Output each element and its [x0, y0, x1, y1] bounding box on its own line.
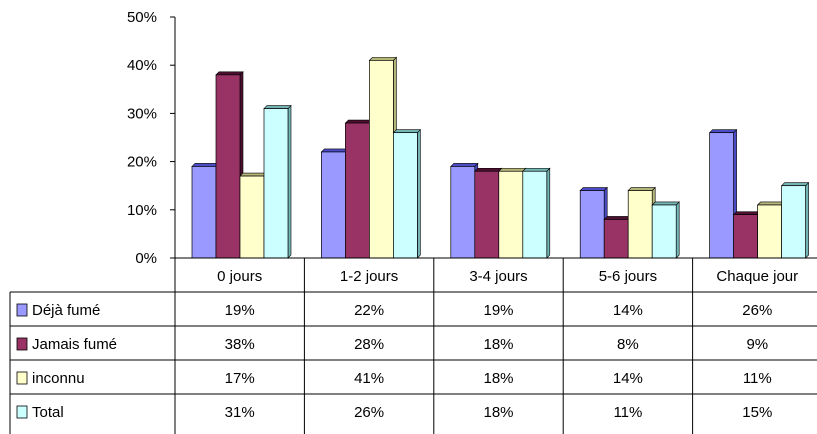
- bar-1-0: [215, 71, 244, 259]
- table-cell: 18%: [483, 404, 513, 421]
- y-tick-label: 20%: [127, 154, 157, 171]
- bar-1-1: [344, 119, 374, 259]
- bar-2-4: [756, 201, 786, 259]
- category-label: 0 jours: [217, 268, 262, 285]
- legend-swatch: [16, 405, 28, 419]
- table-cell: 19%: [483, 302, 513, 319]
- table-cell: 26%: [742, 302, 772, 319]
- legend-swatch: [16, 371, 28, 385]
- bar-1-2: [474, 167, 503, 259]
- bar-3-4: [780, 181, 810, 259]
- category-label: 3-4 jours: [469, 268, 527, 285]
- y-tick-label: 10%: [127, 202, 157, 219]
- table-cell: 18%: [483, 336, 513, 353]
- bar-0-2: [450, 162, 479, 259]
- table-cell: 9%: [746, 336, 768, 353]
- table-cell: 14%: [613, 370, 643, 387]
- bar-0-4: [708, 128, 738, 259]
- bar-2-2: [498, 167, 527, 259]
- bar-0-1: [320, 148, 350, 259]
- table-row-header: inconnu: [32, 370, 85, 387]
- y-tick-label: 50%: [127, 9, 157, 26]
- category-label: 1-2 jours: [340, 268, 398, 285]
- bar-3-3: [651, 201, 680, 259]
- legend-swatch: [16, 303, 28, 317]
- table-row-header: Déjà fumé: [32, 302, 100, 319]
- bar-3-1: [392, 128, 422, 259]
- table-cell: 38%: [225, 336, 255, 353]
- bar-3-2: [522, 167, 551, 259]
- bar-0-0: [191, 162, 220, 259]
- y-tick-label: 0%: [135, 250, 157, 267]
- category-label: Chaque jour: [716, 268, 798, 285]
- table-cell: 8%: [617, 336, 639, 353]
- table-cell: 15%: [742, 404, 772, 421]
- table-row-header: Total: [32, 404, 64, 421]
- table-cell: 11%: [613, 404, 642, 421]
- table-cell: 14%: [613, 302, 643, 319]
- category-label: 5-6 jours: [599, 268, 657, 285]
- bar-1-4: [732, 210, 762, 259]
- table-cell: 18%: [483, 370, 513, 387]
- bar-2-0: [239, 172, 268, 259]
- table-cell: 19%: [225, 302, 255, 319]
- table-cell: 41%: [354, 370, 384, 387]
- table-row-header: Jamais fumé: [32, 336, 117, 353]
- legend-swatch: [16, 337, 28, 351]
- bar-3-0: [263, 104, 292, 259]
- table-cell: 22%: [354, 302, 384, 319]
- table-cell: 17%: [225, 370, 255, 387]
- table-cell: 11%: [743, 370, 772, 387]
- y-tick-label: 40%: [127, 57, 157, 74]
- table-cell: 31%: [225, 404, 255, 421]
- y-tick-label: 30%: [127, 105, 157, 122]
- bar-0-3: [579, 186, 608, 259]
- table-cell: 28%: [354, 336, 384, 353]
- bar-1-3: [603, 215, 632, 259]
- bar-2-1: [368, 56, 398, 259]
- bar-2-3: [627, 186, 656, 259]
- table-cell: 26%: [354, 404, 384, 421]
